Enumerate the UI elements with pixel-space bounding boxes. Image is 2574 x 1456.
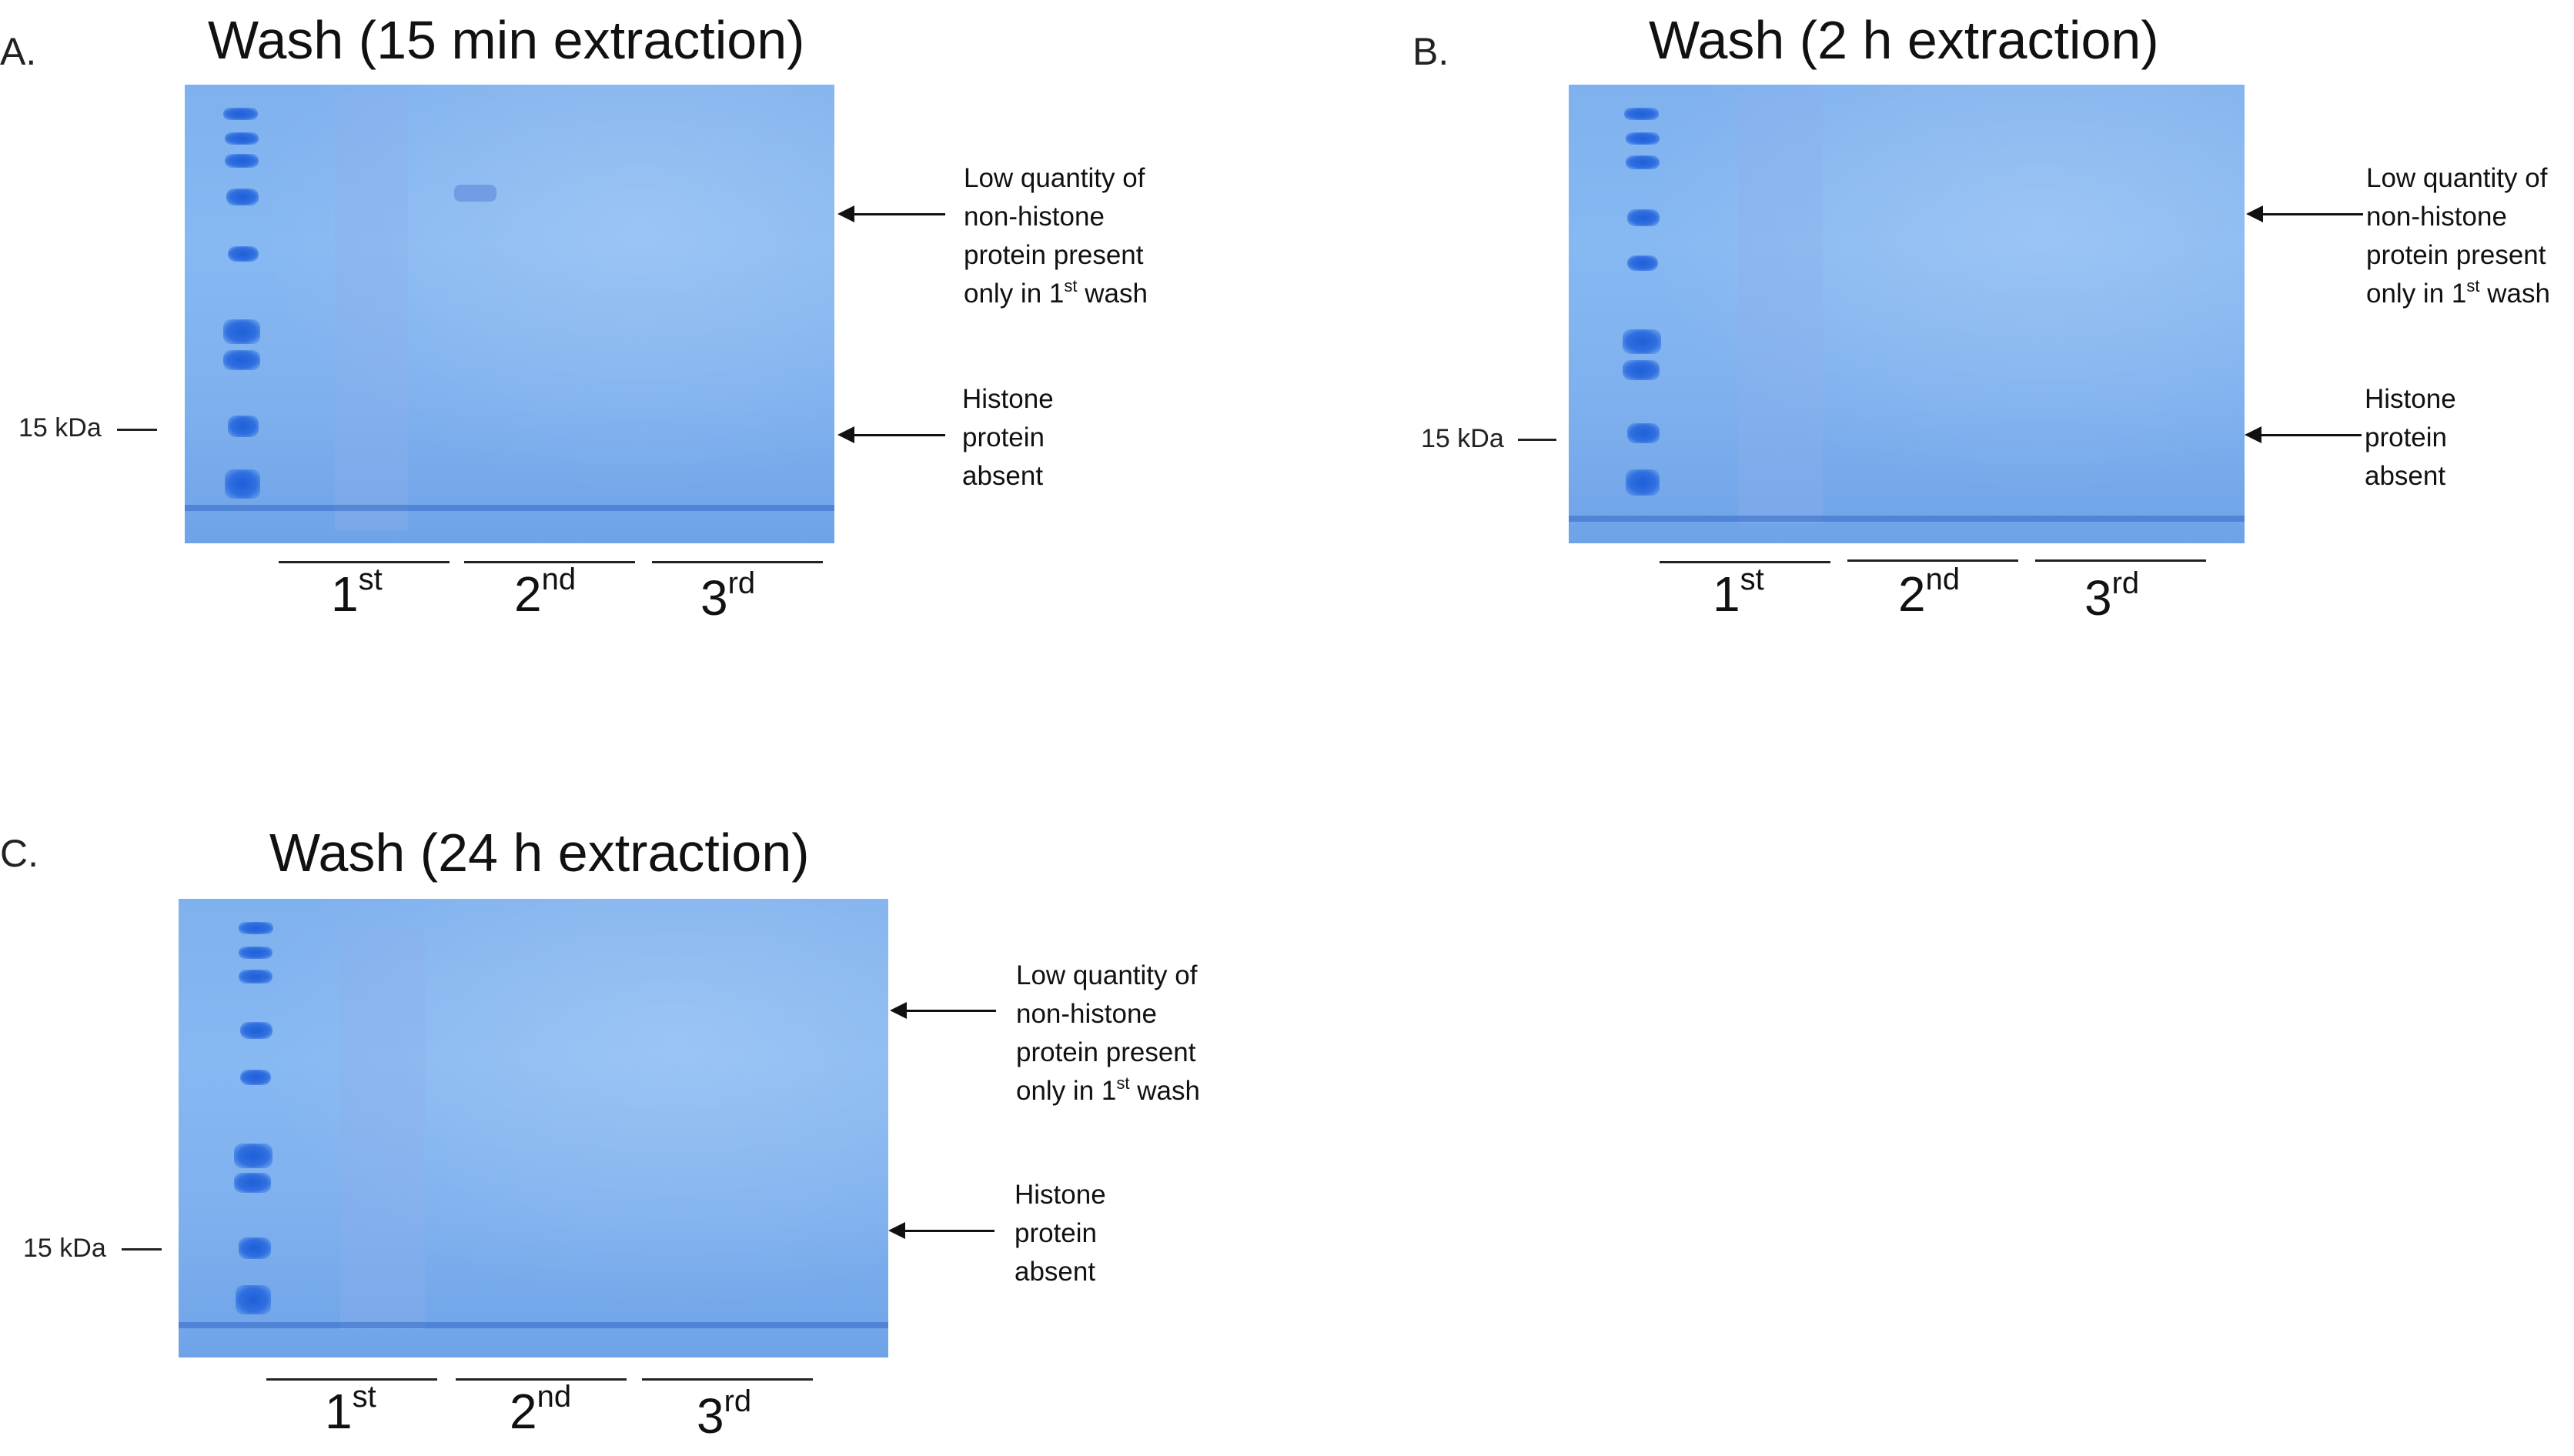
ladder-band [1623,329,1661,354]
ladder-band [1627,423,1660,443]
ladder-band [225,469,260,499]
arrow-icon [2245,426,2362,443]
ladder-band [234,1173,271,1193]
gel-image [179,899,888,1357]
sample-lane [335,92,408,531]
lane-label: 2nd [514,563,577,622]
lane-label: 2nd [510,1380,572,1439]
lane-label: 1st [331,563,383,622]
ladder-band [240,1022,272,1039]
marker-label: 15 kDa [23,1234,106,1263]
ladder-band [236,1285,271,1314]
marker-tick [122,1248,162,1251]
lane-label: 3rd [2084,566,2140,626]
ladder-band [240,1070,271,1085]
annotation-histone: Histone protein absent [1015,1180,1106,1287]
ladder-band [1626,132,1660,145]
ladder-band [239,970,272,983]
lane-divider [1660,561,1830,563]
panel-letter: C. [0,832,38,875]
ladder-band [223,319,260,344]
lane-label: 3rd [700,566,756,626]
ladder-band [1627,255,1658,271]
panel-title: Wash (24 h extraction) [269,823,810,883]
panel-a: A. Wash (15 min extraction) 15 kDa 1st 2… [0,0,1232,693]
gel-image [1569,85,2245,543]
ladder-band [223,350,260,370]
ladder-band [239,1237,271,1259]
arrow-icon [2246,205,2363,222]
lane-label: 1st [325,1380,376,1439]
sample-lane [1738,92,1823,523]
panel-letter: A. [0,30,37,73]
ladder-band [234,1144,272,1168]
lane-divider [266,1378,437,1381]
annotation-non-histone: Low quantity of non-histone protein pres… [2366,163,2550,309]
marker-label: 15 kDa [18,413,102,442]
ladder-band [228,246,259,262]
annotation-non-histone: Low quantity of non-histone protein pres… [1016,960,1200,1106]
lane-divider [2035,559,2206,562]
ladder-band [228,416,259,437]
marker-tick [117,429,157,431]
ladder-band [239,947,272,959]
ladder-band [225,132,259,145]
lane-divider [1847,559,2018,562]
panel-letter: B. [1412,30,1449,73]
ladder-band [1627,209,1660,226]
annotation-histone: Histone protein absent [962,384,1054,491]
arrow-icon [890,1002,996,1019]
marker-label: 15 kDa [1421,424,1504,453]
protein-band [454,185,496,202]
panel-c: C. Wash (24 h extraction) 15 kDa 1st 2nd… [0,808,1293,1456]
ladder-band [1626,155,1660,169]
marker-tick [1518,439,1556,441]
ladder-band [223,108,258,120]
annotation-non-histone: Low quantity of non-histone protein pres… [964,163,1148,309]
lane-divider [456,1378,627,1381]
panel-title: Wash (2 h extraction) [1649,10,2159,70]
annotation-histone: Histone protein absent [2365,384,2456,491]
panel-b: B. Wash (2 h extraction) 15 kDa 1st 2nd … [1401,0,2574,693]
lane-label: 3rd [697,1384,752,1444]
panel-title: Wash (15 min extraction) [208,10,805,70]
ladder-band [1623,360,1660,380]
arrow-icon [888,1222,994,1239]
lane-divider [464,561,635,563]
lane-label: 2nd [1898,563,1961,622]
arrow-icon [837,205,945,222]
ladder-band [1626,469,1660,496]
lane-divider [652,561,823,563]
ladder-band [239,922,273,934]
gel-image [185,85,834,543]
ladder-band [225,154,259,168]
lane-divider [642,1378,813,1381]
lane-divider [279,561,450,563]
lane-label: 1st [1713,563,1764,622]
arrow-icon [837,426,945,443]
ladder-band [1624,108,1659,120]
ladder-band [226,189,259,205]
sample-lane [340,930,425,1330]
